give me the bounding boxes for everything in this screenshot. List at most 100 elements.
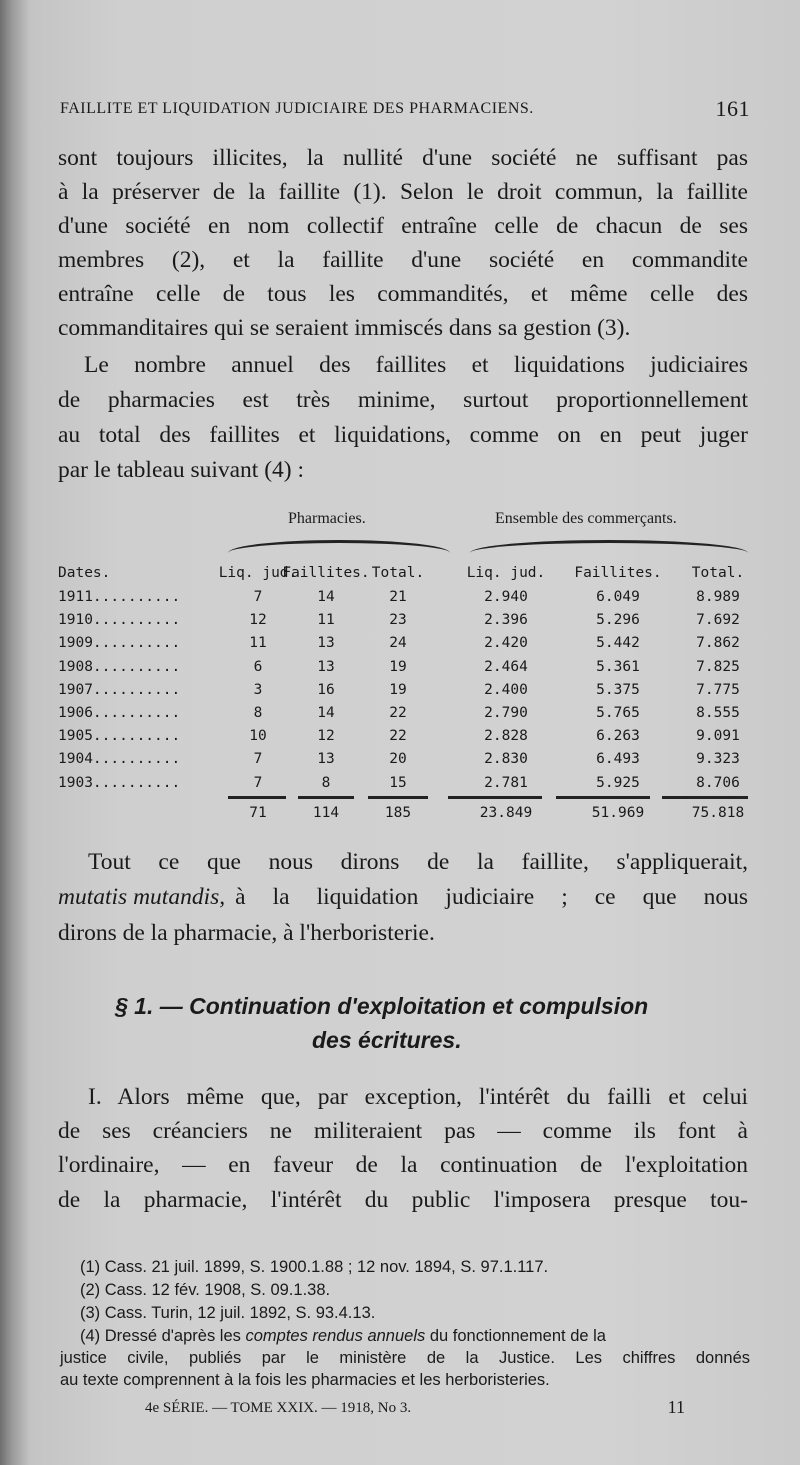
table-cell: Total. (371, 565, 425, 581)
footnote-4: (4) Dressé d'après les comptes rendus an… (80, 1325, 750, 1347)
table-cell: Dates. (58, 565, 111, 581)
text-line: Le nombre annuel des faillites et liquid… (84, 352, 748, 378)
table-cell: 3 (253, 681, 263, 698)
table-cell: 12 (317, 728, 335, 745)
text-line: sont toujours illicites, la nullité d'un… (58, 145, 748, 171)
table-cell: 2.828 (484, 728, 528, 745)
table-cell: 14 (317, 705, 335, 721)
table-cell: 2.420 (484, 635, 528, 652)
group-brace (228, 540, 450, 553)
table-cell: 75.818 (691, 805, 745, 821)
table-cell: 23 (389, 612, 407, 629)
table-cell: Liq. jud. (466, 565, 546, 581)
table-cell: 6 (253, 658, 263, 675)
italic-phrase: comptes rendus annuels (245, 1327, 426, 1345)
table-row: 1904.......... 7 13 20 2.830 6.493 9.323 (58, 748, 758, 770)
table-row: 1905.......... 10 12 22 2.828 6.263 9.091 (58, 725, 758, 747)
table-cell: 8.555 (696, 705, 740, 721)
sum-rule (228, 796, 286, 799)
text-line: entraîne celle de tous les commandités, … (58, 281, 748, 307)
table-cell: 5.925 (596, 774, 640, 791)
table-row: 1911.......... 7 14 21 2.940 6.049 8.989 (58, 586, 758, 608)
table-cell: 11 (249, 635, 267, 652)
sum-rule (556, 796, 650, 799)
table-cell: Liq. jud. (218, 565, 298, 581)
running-header: FAILLITE ET LIQUIDATION JUDICIAIRE DES P… (60, 96, 750, 121)
group-header-pharmacies: Pharmacies. (288, 510, 366, 527)
table-cell: 114 (312, 805, 340, 821)
table-cell: 19 (389, 658, 407, 675)
table-cell: Faillites. (574, 565, 662, 581)
table-cell: 1907.......... (58, 681, 181, 698)
sum-rule (368, 796, 428, 799)
table-cell: 13 (317, 751, 335, 768)
table-cell: 185 (384, 805, 412, 821)
group-brace (470, 540, 748, 553)
table-cell: 1910.......... (58, 612, 181, 629)
text-line: par le tableau suivant (4) : (58, 457, 305, 483)
table-cell: 7.862 (696, 635, 740, 652)
page-footer: 4e SÉRIE. — TOME XXIX. — 1918, No 3. 11 (145, 1397, 685, 1417)
text-line: de la pharmacie, l'intérêt du public l'i… (58, 1187, 748, 1213)
table-cell: 12 (249, 612, 267, 629)
sum-rule (298, 796, 354, 799)
table-cell: 1906.......... (58, 705, 181, 721)
table-cell: Faillites. (282, 565, 370, 581)
table-cell: 1903.......... (58, 774, 181, 791)
table-cell: 9.323 (696, 751, 740, 768)
table-cell: 7.692 (696, 612, 740, 629)
table-cell: 2.400 (484, 681, 528, 698)
table-cell: 5.442 (596, 635, 640, 652)
footnote-2: (2) Cass. 12 fév. 1908, S. 09.1.38. (80, 1281, 331, 1299)
table-header-row: Dates. Liq. jud. Faillites. Total. Liq. jud.… (58, 562, 758, 584)
table-cell: Total. (691, 565, 745, 581)
text-line: Tout ce que nous dirons de la faillite, … (88, 849, 748, 875)
table-cell: 71 (249, 805, 267, 821)
table-cell: 9.091 (696, 728, 740, 745)
text-line: de ses créanciers ne militeraient pas — … (58, 1118, 748, 1144)
table-cell: 8 (253, 705, 263, 721)
table-cell: 7 (253, 751, 263, 768)
table-row: 1906.......... 8 14 22 2.790 5.765 8.555 (58, 702, 758, 724)
table-cell: 2.790 (484, 705, 528, 721)
text-line: commanditaires qui se seraient immiscés … (58, 315, 631, 341)
table-cell: 13 (317, 658, 335, 675)
table-cell: 1905.......... (58, 728, 181, 745)
footnote-1: (1) Cass. 21 juil. 1899, S. 1900.1.88 ; … (80, 1258, 549, 1276)
table-cell: 21 (389, 589, 407, 605)
table-cell: 5.296 (596, 612, 640, 629)
table-cell: 2.830 (484, 751, 528, 768)
italic-phrase: mutatis mutandis, (58, 884, 226, 910)
text-span: du fonctionnement de la (429, 1327, 606, 1345)
table-cell: 6.493 (596, 751, 640, 768)
table-cell: 5.765 (596, 705, 640, 721)
table-cell: 7 (253, 589, 263, 605)
table-cell: 23.849 (479, 805, 533, 821)
table-cell: 2.464 (484, 658, 528, 675)
table-cell: 8.989 (696, 589, 740, 605)
table-row: 1907.......... 3 16 19 2.400 5.375 7.775 (58, 679, 758, 701)
table-cell: 6.263 (596, 728, 640, 745)
table-cell: 2.781 (484, 774, 528, 791)
table-cell: 7 (253, 774, 263, 791)
table-row: 1910.......... 12 11 23 2.396 5.296 7.692 (58, 609, 758, 631)
table-cell: 20 (389, 751, 407, 768)
text-line: membres (2), et la faillite d'une sociét… (58, 247, 748, 273)
table-cell: 7.775 (696, 681, 740, 698)
sum-rule (662, 796, 748, 799)
footnote-4-line: au texte comprennent à la fois les pharm… (60, 1371, 550, 1389)
sum-rule (448, 796, 542, 799)
signature-mark: 11 (667, 1397, 685, 1417)
table-cell: 15 (389, 774, 407, 791)
table-cell: 22 (389, 705, 407, 721)
text-line: dirons de la pharmacie, à l'herboristeri… (58, 920, 435, 946)
page-number: 161 (715, 96, 750, 121)
table-cell: 19 (389, 681, 407, 698)
table-cell: 2.396 (484, 612, 528, 629)
text-line: mutatis mutandis, à la liquidation judici… (58, 882, 748, 912)
table-cell: 51.969 (591, 805, 645, 821)
text-span: (4) Dressé d'après les (80, 1327, 241, 1345)
table-cell: 7.825 (696, 658, 740, 675)
table-cell: 2.940 (484, 589, 528, 605)
group-header-commercants: Ensemble des commerçants. (495, 510, 677, 527)
